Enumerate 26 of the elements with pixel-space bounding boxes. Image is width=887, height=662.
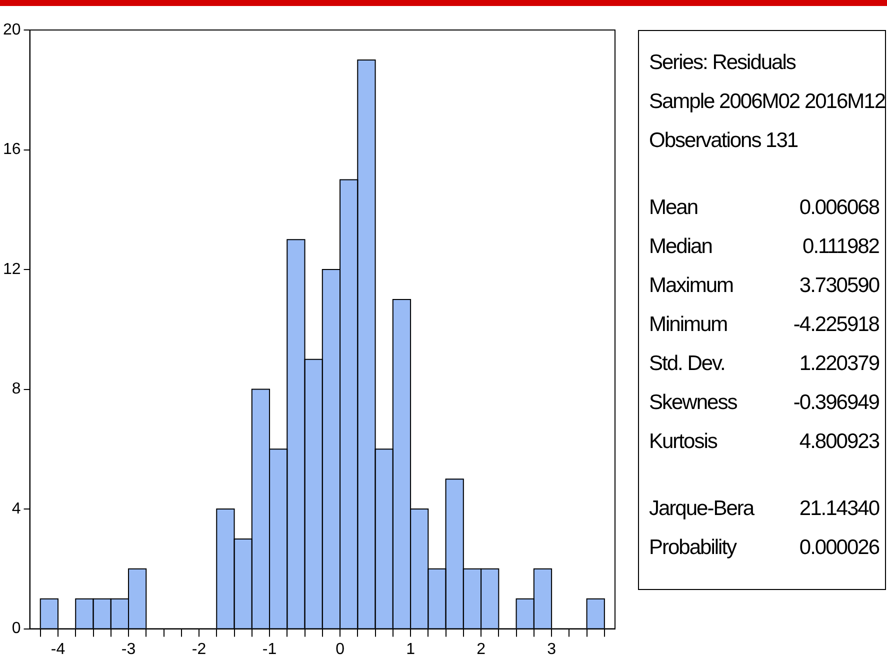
x-tick-label: -2: [192, 640, 206, 658]
y-tick-label: 20: [3, 21, 21, 38]
x-tick-label: -1: [262, 640, 277, 658]
text: Sample 2006M02 2016M12: [649, 89, 886, 115]
text: Mean 0.006068: [649, 196, 879, 219]
y-tick-label: 16: [3, 141, 21, 158]
text: Observations 131: [649, 128, 799, 154]
y-tick-label: 4: [12, 500, 21, 518]
y-tick-label: 12: [3, 260, 21, 278]
text: Jarque-Bera 21.14340: [649, 497, 879, 520]
text: Maximum 3.730590: [649, 274, 879, 297]
y-tick-label: 0: [12, 620, 21, 638]
text: Series: Residuals: [649, 50, 797, 76]
text: Std. Dev. 1.220379: [649, 352, 879, 375]
text: Median 0.111982: [649, 235, 879, 258]
x-tick-label: 1: [406, 640, 416, 658]
text: Kurtosis 4.800923: [649, 430, 879, 453]
text: Probability 0.000026: [649, 536, 879, 559]
text: Minimum -4.225918: [649, 313, 879, 336]
x-tick-label: -4: [50, 640, 66, 658]
x-tick-label: -3: [121, 640, 136, 658]
text: Skewness -0.396949: [649, 391, 879, 414]
x-tick-label: 2: [476, 640, 486, 658]
x-tick-label: 0: [336, 640, 345, 658]
y-tick-label: 8: [12, 380, 21, 398]
x-tick-label: 3: [547, 640, 556, 658]
